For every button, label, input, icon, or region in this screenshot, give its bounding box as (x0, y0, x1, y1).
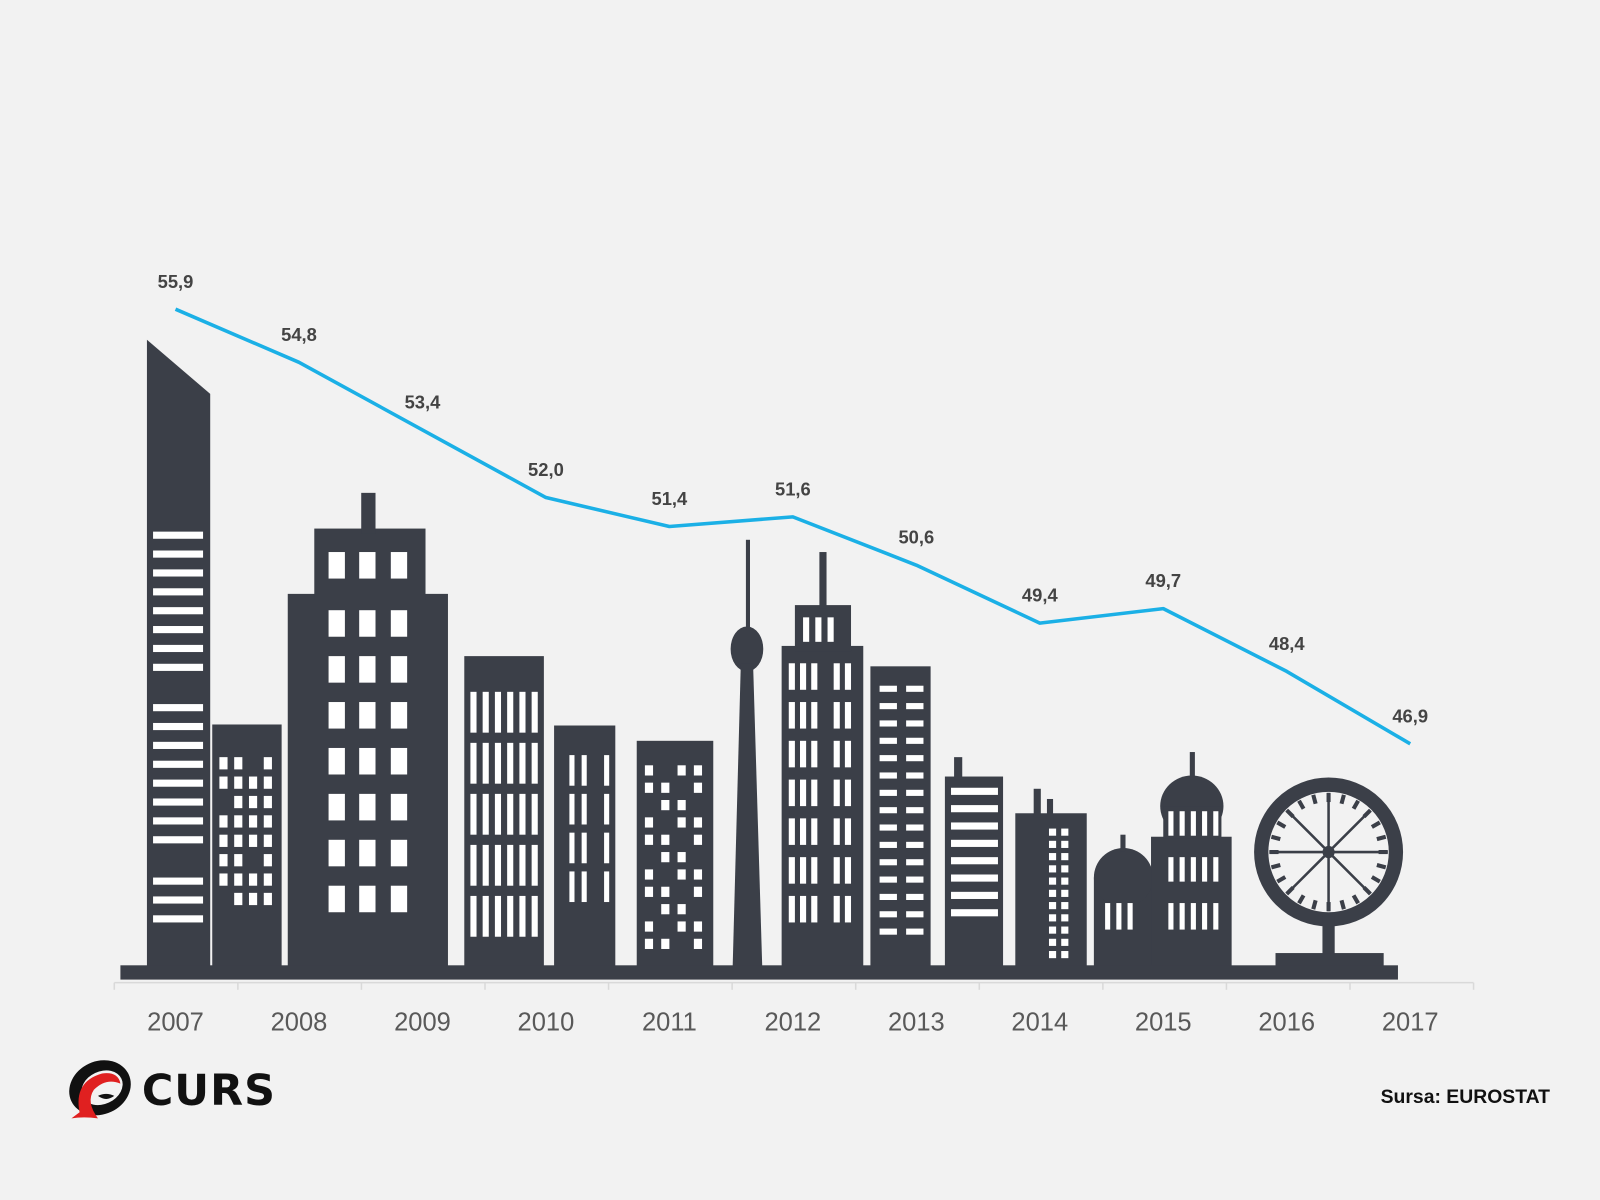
data-label: 55,9 (158, 271, 194, 292)
x-tick-label: 2017 (1382, 1009, 1439, 1037)
data-label: 49,7 (1145, 570, 1181, 591)
x-axis-ticks (113, 982, 1475, 990)
x-tick-label: 2015 (1135, 1009, 1192, 1037)
data-label: 54,8 (281, 324, 317, 345)
data-labels: 55,9 54,8 53,4 52,0 51,4 51,6 50,6 49,4 49,7 48,4… (158, 271, 1428, 727)
curs-logo: CURS (69, 1060, 276, 1119)
logo-text: CURS (142, 1066, 276, 1116)
data-label: 53,4 (405, 391, 442, 412)
skyline-illustration (120, 339, 1404, 980)
data-label: 46,9 (1392, 705, 1428, 726)
series-line (174, 307, 1412, 746)
x-tick-label: 2011 (642, 1009, 697, 1037)
x-tick-label: 2007 (147, 1009, 204, 1037)
x-tick-label: 2014 (1011, 1009, 1068, 1037)
data-label: 48,4 (1269, 633, 1306, 654)
data-label: 49,4 (1022, 585, 1059, 606)
x-tick-label: 2010 (518, 1009, 575, 1037)
x-tick-label: 2013 (888, 1009, 945, 1037)
source-note: Sursa: EUROSTAT (1381, 1086, 1551, 1108)
logo-mark-icon (69, 1060, 131, 1119)
data-label: 50,6 (898, 527, 934, 548)
data-label: 51,6 (775, 478, 811, 499)
x-tick-label: 2016 (1258, 1009, 1315, 1037)
x-tick-label: 2008 (271, 1009, 328, 1037)
x-tick-label: 2012 (764, 1009, 821, 1037)
data-label: 52,0 (528, 459, 564, 480)
data-label: 51,4 (652, 488, 689, 509)
x-tick-labels: 2007 2008 2009 2010 2011 2012 2013 2014 2015 2016… (147, 1009, 1438, 1037)
x-tick-label: 2009 (394, 1009, 451, 1037)
